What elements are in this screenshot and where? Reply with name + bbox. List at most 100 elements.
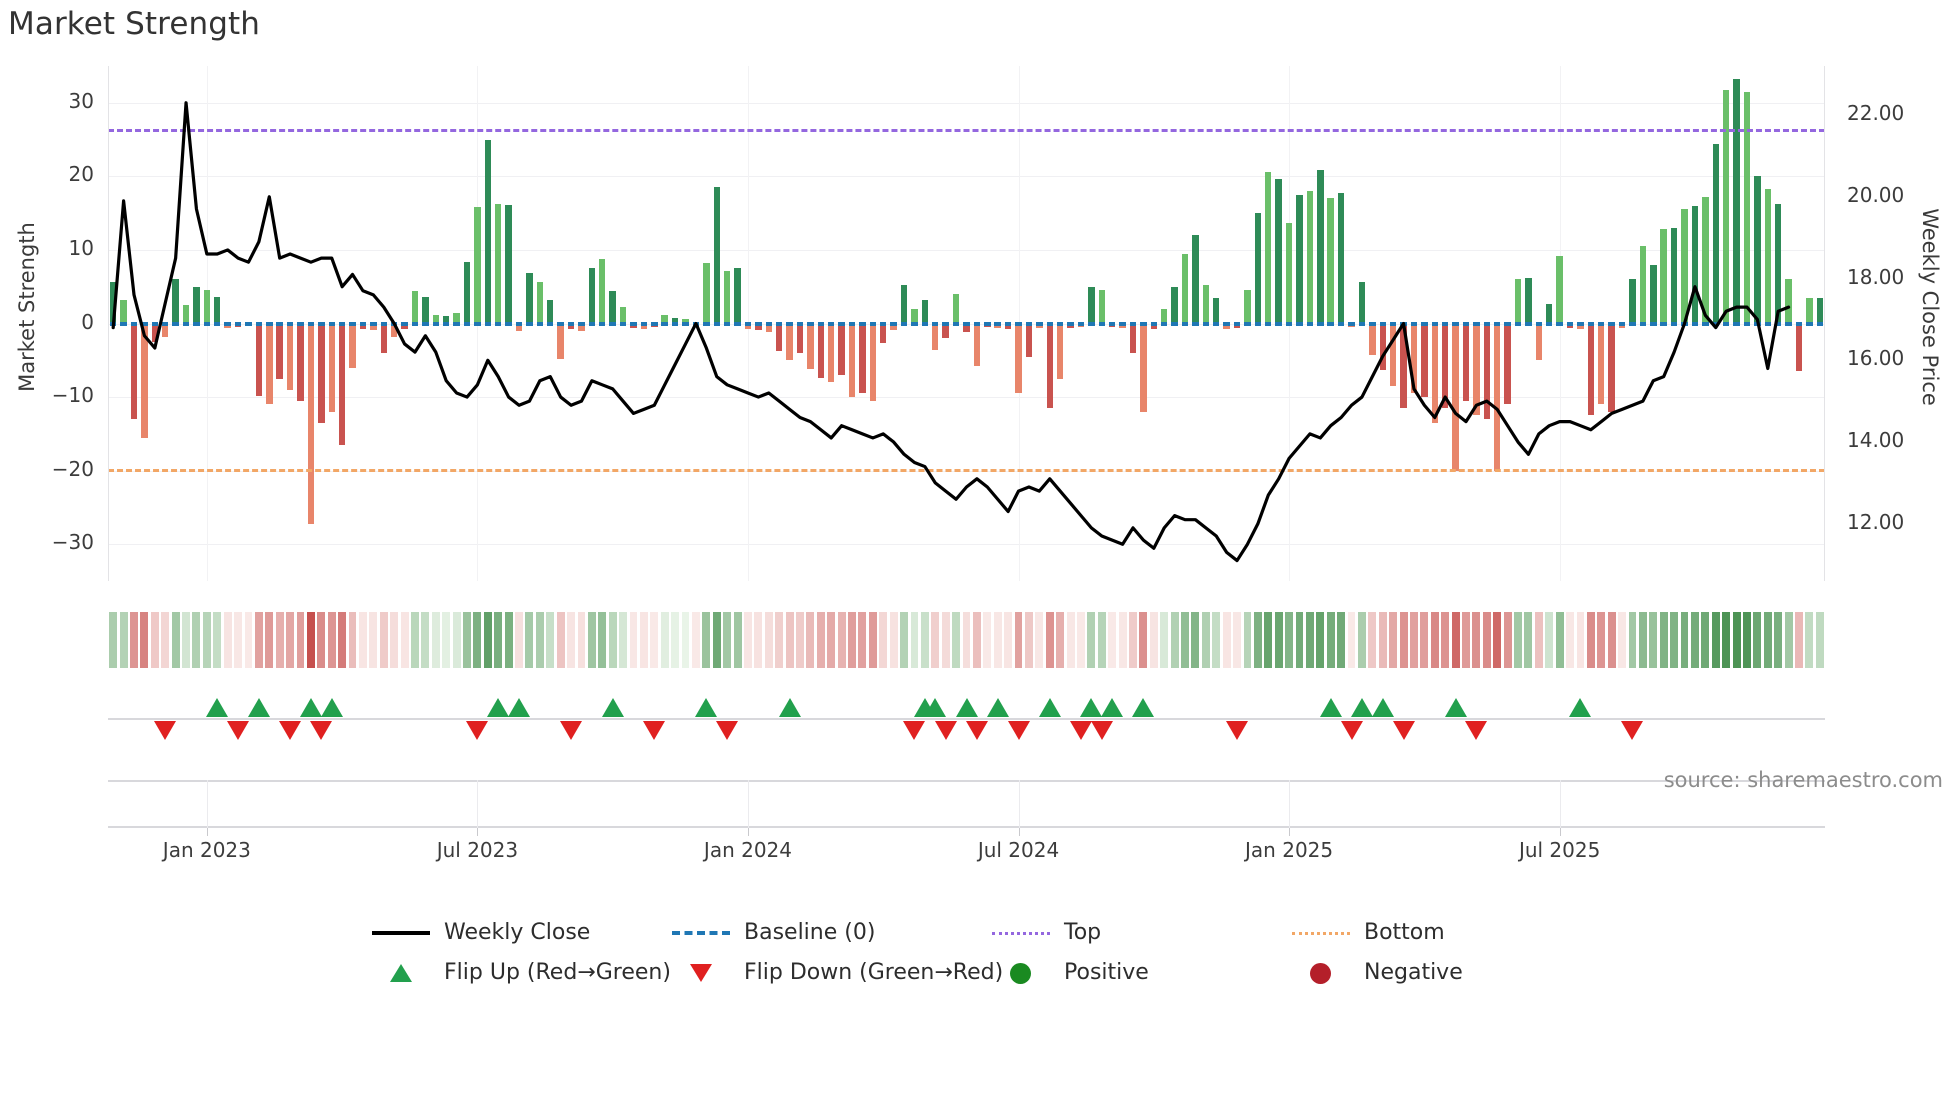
flip-up-marker [778,698,801,717]
strength-bar [567,323,575,330]
heatmap-cell [702,612,711,668]
heatmap-cell [629,612,638,668]
heatmap-cell [1524,612,1533,668]
bottom-axis-bottom-rule [108,826,1825,828]
baseline-segment [1587,321,1595,326]
heatmap-cell [223,612,232,668]
baseline-segment [1639,321,1647,326]
legend-item[interactable]: Negative [1290,960,1590,985]
baseline-segment [1140,321,1147,326]
strength-bar [1577,323,1584,329]
baseline-segment [182,321,190,326]
strength-bar [661,315,668,324]
heatmap-cell [483,612,492,668]
legend-item[interactable]: Top [990,920,1290,945]
heatmap-cell [827,612,836,668]
strength-bar [1400,323,1407,409]
heatmap-cell [525,612,534,668]
strength-bar [744,323,752,329]
legend-dashed-glyph [672,930,730,935]
heatmap-cell [130,612,138,668]
baseline-segment [1358,321,1366,326]
strength-bar [109,282,117,324]
flip-down-marker [716,721,739,740]
baseline-segment [1473,321,1480,326]
y-axis-right-tick: 18.00 [1847,264,1905,289]
x-axis-tick: Jul 2024 [977,838,1060,862]
heatmap-cell [348,612,357,668]
baseline-segment [578,321,585,326]
baseline-segment [775,321,783,326]
legend-item[interactable]: Flip Down (Green→Red) [670,960,1003,985]
heatmap-cell [411,612,419,668]
baseline-segment [307,321,315,326]
baseline-segment [474,321,481,326]
heatmap-cell [1077,612,1085,668]
flip-up-marker [695,698,718,717]
strength-bar [1098,290,1105,324]
heatmap-cell [691,612,700,668]
baseline-segment [276,321,283,326]
heatmap-cell [1004,612,1013,668]
legend-item[interactable]: Flip Up (Red→Green) [370,960,671,985]
heatmap-cell [639,612,648,668]
flip-up-marker [1038,698,1061,717]
baseline-segment [1483,321,1490,326]
heatmap-cell [910,612,919,668]
y-axis-left-tick: −20 [51,456,94,481]
legend-item[interactable]: Bottom [1290,920,1590,945]
strength-bar [973,323,981,367]
baseline-segment [1244,321,1251,326]
strength-bar [911,308,918,324]
baseline-segment [172,321,179,326]
heatmap-cell [806,612,815,668]
baseline-segment [193,321,200,326]
baseline-segment [1348,321,1355,326]
strength-bar [515,323,523,331]
x-axis-tick: Jan 2025 [1245,838,1334,862]
baseline-segment [203,321,211,326]
strength-bar [1233,323,1241,328]
x-axis-tick-mark [477,828,479,836]
baseline-segment [900,321,908,326]
baseline-segment [1452,321,1459,326]
baseline-segment [224,321,231,326]
heatmap-cell [161,612,170,668]
strength-bar [869,323,877,401]
heatmap-cell [421,612,430,668]
x-axis-tick-mark [747,828,749,836]
baseline-segment [151,321,159,326]
legend-item[interactable]: Weekly Close [370,920,670,945]
strength-bar [297,323,304,401]
baseline-segment [1431,321,1438,326]
heatmap-cell [1659,612,1668,668]
heatmap-cell [306,612,315,668]
heatmap-cell [1722,612,1731,668]
legend-glyph [1290,921,1352,945]
baseline-segment [422,321,429,326]
bottom-axis-top-rule [108,780,1825,782]
strength-bar [994,323,1001,328]
strength-bar [1119,323,1126,328]
baseline-segment [848,321,856,326]
heatmap-cell [213,612,222,668]
baseline-segment [505,321,512,326]
baseline-segment [1660,321,1667,326]
heatmap-cell [712,612,721,668]
heatmap-cell [567,612,576,668]
legend-item[interactable]: Positive [990,960,1290,985]
heatmap-cell [1378,612,1387,668]
flip-up-marker [1350,698,1373,717]
heatmap-cell [515,612,523,668]
legend-glyph [1290,961,1352,985]
strength-bar [1244,289,1251,324]
baseline-segment [1598,321,1605,326]
strength-bar [422,297,429,324]
strength-bar [526,273,533,324]
baseline-segment [1733,321,1740,326]
strength-bar [963,323,970,333]
flip-down-marker [1392,721,1415,740]
legend-item[interactable]: Baseline (0) [670,920,990,945]
heatmap-cell [1149,612,1158,668]
heatmap-cell [1160,612,1169,668]
